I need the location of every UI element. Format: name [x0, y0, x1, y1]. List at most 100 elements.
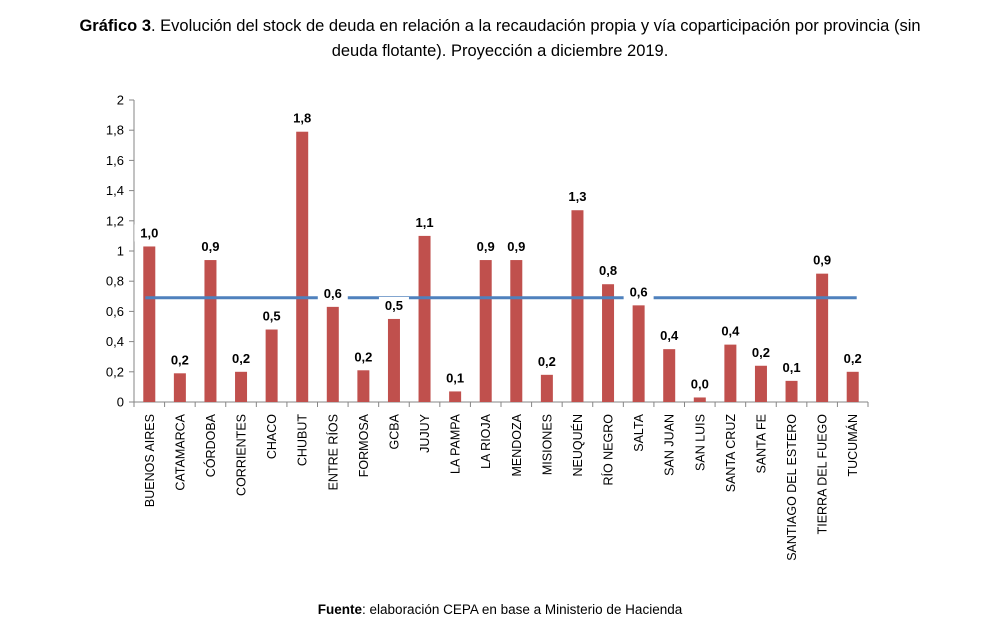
y-tick-label: 0,8	[106, 274, 124, 289]
chart-title: Gráfico 3. Evolución del stock de deuda …	[60, 14, 940, 64]
data-label: 0,9	[507, 239, 525, 254]
data-label: 1,0	[140, 225, 158, 240]
data-label-box	[593, 262, 624, 280]
data-label: 0,9	[477, 239, 495, 254]
data-label: 1,1	[416, 215, 434, 230]
data-label: 0,1	[783, 360, 801, 375]
data-label: 0,4	[721, 324, 740, 339]
data-label-box	[287, 109, 318, 127]
data-label: 0,6	[630, 284, 648, 299]
category-label: SANTIAGO DEL ESTERO	[785, 414, 799, 561]
data-label: 0,1	[446, 370, 464, 385]
data-label-box	[134, 224, 165, 242]
bar	[571, 210, 584, 402]
category-label: LA RIOJA	[479, 413, 493, 469]
data-label-box	[531, 352, 562, 370]
y-tick-label: 1	[117, 244, 124, 259]
bar	[449, 391, 462, 402]
data-label-box	[470, 238, 501, 256]
data-label: 0,4	[660, 328, 679, 343]
category-label: FORMOSA	[357, 413, 371, 477]
y-tick-label: 1,2	[106, 213, 124, 228]
bar	[632, 305, 645, 402]
bar	[785, 380, 798, 402]
data-label: 0,2	[232, 351, 250, 366]
category-label: SANTA CRUZ	[724, 414, 738, 493]
data-label: 0,5	[263, 309, 281, 324]
data-label-box	[440, 369, 471, 387]
bar	[479, 260, 492, 402]
chart-title-bold: Gráfico 3	[79, 17, 151, 35]
category-label: BUENOS AIRES	[143, 414, 157, 507]
category-label: TUCUMÁN	[845, 414, 860, 477]
category-label: LA PAMPA	[449, 413, 463, 474]
data-label-box	[654, 327, 685, 345]
data-label-box	[501, 238, 532, 256]
bar	[296, 131, 309, 402]
category-label: SAN LUIS	[693, 414, 707, 471]
bar	[204, 260, 217, 402]
bar	[357, 370, 370, 402]
y-tick-label: 0,4	[106, 334, 124, 349]
bar	[265, 329, 278, 402]
data-label: 0,0	[691, 376, 709, 391]
category-label: MENDOZA	[510, 413, 524, 476]
source-text: : elaboración CEPA en base a Ministerio …	[362, 602, 683, 617]
data-label-box	[164, 351, 195, 369]
category-label: CORRIENTES	[235, 414, 249, 496]
bar	[173, 373, 186, 402]
data-label: 0,5	[385, 298, 403, 313]
y-tick-label: 1,8	[106, 123, 124, 138]
chart-title-text: . Evolución del stock de deuda en relaci…	[151, 17, 921, 60]
data-label-box	[256, 307, 287, 325]
category-label: RÍO NEGRO	[601, 414, 616, 486]
data-label: 0,2	[538, 354, 556, 369]
data-label: 0,2	[354, 349, 372, 364]
category-label: CHUBUT	[296, 414, 310, 466]
bar	[510, 260, 523, 402]
bar	[143, 246, 156, 402]
data-label-box	[317, 284, 348, 302]
category-label: SAN JUAN	[663, 414, 677, 476]
data-label: 1,3	[568, 189, 586, 204]
data-label-box	[776, 358, 807, 376]
y-tick-label: 0,6	[106, 304, 124, 319]
category-label: CHACO	[265, 414, 279, 459]
bar	[235, 371, 248, 402]
bar	[540, 374, 553, 402]
data-label: 0,2	[171, 352, 189, 367]
data-label-box	[226, 349, 257, 367]
y-tick-label: 0,2	[106, 364, 124, 379]
y-tick-label: 0	[117, 395, 124, 410]
bar	[387, 318, 400, 402]
category-label: MISIONES	[540, 414, 554, 475]
data-label: 0,9	[201, 239, 219, 254]
bar	[693, 397, 706, 402]
data-label-box	[807, 251, 838, 269]
data-label-box	[837, 349, 868, 367]
data-label-box	[409, 213, 440, 231]
y-tick-label: 1,4	[106, 183, 124, 198]
category-label: NEUQUÉN	[570, 414, 585, 477]
category-label: JUJUY	[418, 413, 432, 453]
bar	[724, 344, 737, 402]
bar	[418, 235, 431, 402]
data-label: 0,8	[599, 263, 617, 278]
bar	[663, 349, 676, 402]
category-label: SALTA	[632, 413, 646, 451]
data-label-box	[195, 238, 226, 256]
data-label: 0,2	[752, 345, 770, 360]
category-label: CÓRDOBA	[203, 413, 218, 477]
chart-source: Fuente: elaboración CEPA en base a Minis…	[0, 602, 1000, 617]
data-label-box	[378, 296, 409, 314]
data-label: 1,8	[293, 111, 311, 126]
data-label: 0,2	[844, 351, 862, 366]
data-label-box	[562, 188, 593, 206]
y-tick-label: 2	[117, 93, 124, 108]
category-label: TIERRA DEL FUEGO	[816, 414, 830, 535]
data-label: 0,6	[324, 286, 342, 301]
bar	[326, 306, 339, 402]
bar	[846, 371, 859, 402]
data-label: 0,9	[813, 253, 831, 268]
